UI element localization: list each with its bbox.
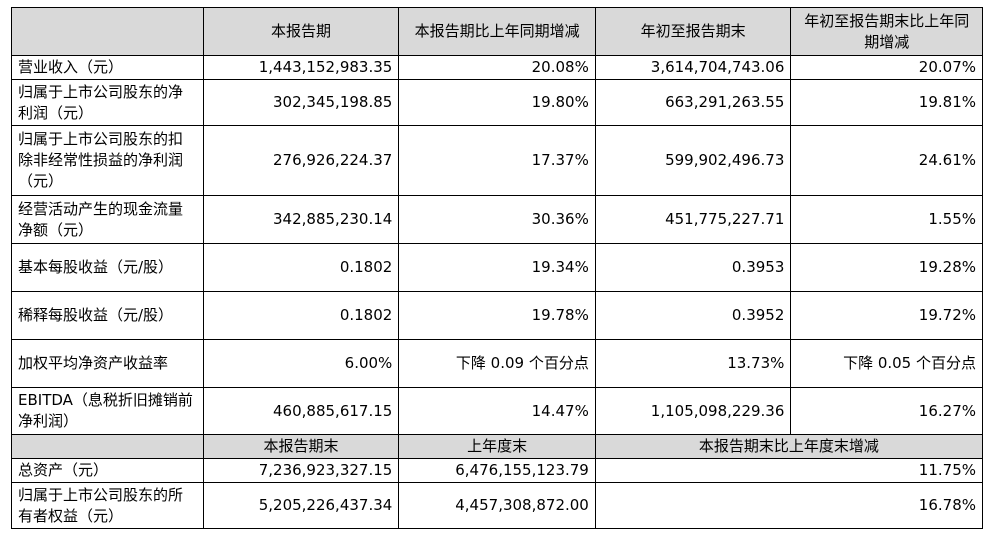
current-period-value: 0.1802 (202, 291, 400, 340)
row-label: 经营活动产生的现金流量净额（元） (11, 195, 204, 244)
table-row: 归属于上市公司股东的所有者权益（元） 5,205,226,437.34 4,45… (11, 482, 983, 529)
row-label: 基本每股收益（元/股） (11, 243, 204, 292)
row-label: EBITDA（息税折旧摊销前净利润） (11, 387, 204, 435)
header-period-end: 本报告期末 (202, 434, 400, 459)
header-row-balance: 本报告期末 上年度末 本报告期末比上年度末增减 (11, 434, 983, 459)
current-period-value: 302,345,198.85 (202, 79, 400, 126)
ytd-value: 451,775,227.71 (594, 195, 792, 244)
header-row: 本报告期 本报告期比上年同期增减 年初至报告期末 年初至报告期末比上年同期增减 (11, 7, 983, 56)
table-row: 营业收入（元） 1,443,152,983.35 20.08% 3,614,70… (11, 55, 983, 80)
row-label: 归属于上市公司股东的扣除非经常性损益的净利润（元） (11, 125, 204, 196)
current-period-value: 1,443,152,983.35 (202, 55, 400, 80)
ytd-value: 599,902,496.73 (594, 125, 792, 196)
current-period-yoy-value: 19.34% (398, 243, 596, 292)
header-current-period: 本报告期 (202, 7, 400, 56)
table-row: 归属于上市公司股东的净利润（元） 302,345,198.85 19.80% 6… (11, 79, 983, 126)
current-period-yoy-value: 17.37% (398, 125, 596, 196)
row-label: 归属于上市公司股东的所有者权益（元） (11, 482, 204, 529)
financial-data-table: 本报告期 本报告期比上年同期增减 年初至报告期末 年初至报告期末比上年同期增减 … (11, 7, 983, 529)
period-end-value: 7,236,923,327.15 (202, 458, 400, 483)
table-row: 加权平均净资产收益率 6.00% 下降 0.09 个百分点 13.73% 下降 … (11, 339, 983, 388)
period-end-value: 5,205,226,437.34 (202, 482, 400, 529)
ytd-value: 663,291,263.55 (594, 79, 792, 126)
ytd-yoy-value: 16.27% (790, 387, 983, 435)
header-period-end-change: 本报告期末比上年度末增减 (594, 434, 983, 459)
current-period-yoy-value: 30.36% (398, 195, 596, 244)
header-prior-year-end: 上年度末 (398, 434, 596, 459)
table-row: 经营活动产生的现金流量净额（元） 342,885,230.14 30.36% 4… (11, 195, 983, 244)
ytd-value: 0.3953 (594, 243, 792, 292)
table-row: 总资产（元） 7,236,923,327.15 6,476,155,123.79… (11, 458, 983, 483)
table-row: 基本每股收益（元/股） 0.1802 19.34% 0.3953 19.28% (11, 243, 983, 292)
ytd-value: 0.3952 (594, 291, 792, 340)
ytd-value: 1,105,098,229.36 (594, 387, 792, 435)
current-period-yoy-value: 19.78% (398, 291, 596, 340)
ytd-yoy-value: 19.28% (790, 243, 983, 292)
ytd-yoy-value: 24.61% (790, 125, 983, 196)
header-current-period-yoy: 本报告期比上年同期增减 (398, 7, 596, 56)
ytd-yoy-value: 下降 0.05 个百分点 (790, 339, 983, 388)
row-label: 归属于上市公司股东的净利润（元） (11, 79, 204, 126)
table-row: 稀释每股收益（元/股） 0.1802 19.78% 0.3952 19.72% (11, 291, 983, 340)
row-label: 加权平均净资产收益率 (11, 339, 204, 388)
ytd-value: 13.73% (594, 339, 792, 388)
row-label: 营业收入（元） (11, 55, 204, 80)
current-period-yoy-value: 20.08% (398, 55, 596, 80)
current-period-yoy-value: 19.80% (398, 79, 596, 126)
current-period-value: 0.1802 (202, 243, 400, 292)
ytd-value: 3,614,704,743.06 (594, 55, 792, 80)
ytd-yoy-value: 19.81% (790, 79, 983, 126)
prior-year-end-value: 6,476,155,123.79 (398, 458, 596, 483)
period-end-change-value: 16.78% (594, 482, 983, 529)
period-end-change-value: 11.75% (594, 458, 983, 483)
table-row: 归属于上市公司股东的扣除非经常性损益的净利润（元） 276,926,224.37… (11, 125, 983, 196)
table-row: EBITDA（息税折旧摊销前净利润） 460,885,617.15 14.47%… (11, 387, 983, 435)
header-ytd-yoy: 年初至报告期末比上年同期增减 (790, 7, 983, 56)
row-label: 稀释每股收益（元/股） (11, 291, 204, 340)
ytd-yoy-value: 19.72% (790, 291, 983, 340)
header-ytd: 年初至报告期末 (594, 7, 792, 56)
header-corner-cell (11, 434, 204, 459)
ytd-yoy-value: 1.55% (790, 195, 983, 244)
current-period-value: 276,926,224.37 (202, 125, 400, 196)
current-period-value: 6.00% (202, 339, 400, 388)
current-period-value: 460,885,617.15 (202, 387, 400, 435)
current-period-yoy-value: 下降 0.09 个百分点 (398, 339, 596, 388)
current-period-yoy-value: 14.47% (398, 387, 596, 435)
ytd-yoy-value: 20.07% (790, 55, 983, 80)
current-period-value: 342,885,230.14 (202, 195, 400, 244)
prior-year-end-value: 4,457,308,872.00 (398, 482, 596, 529)
header-corner-cell (11, 7, 204, 56)
row-label: 总资产（元） (11, 458, 204, 483)
